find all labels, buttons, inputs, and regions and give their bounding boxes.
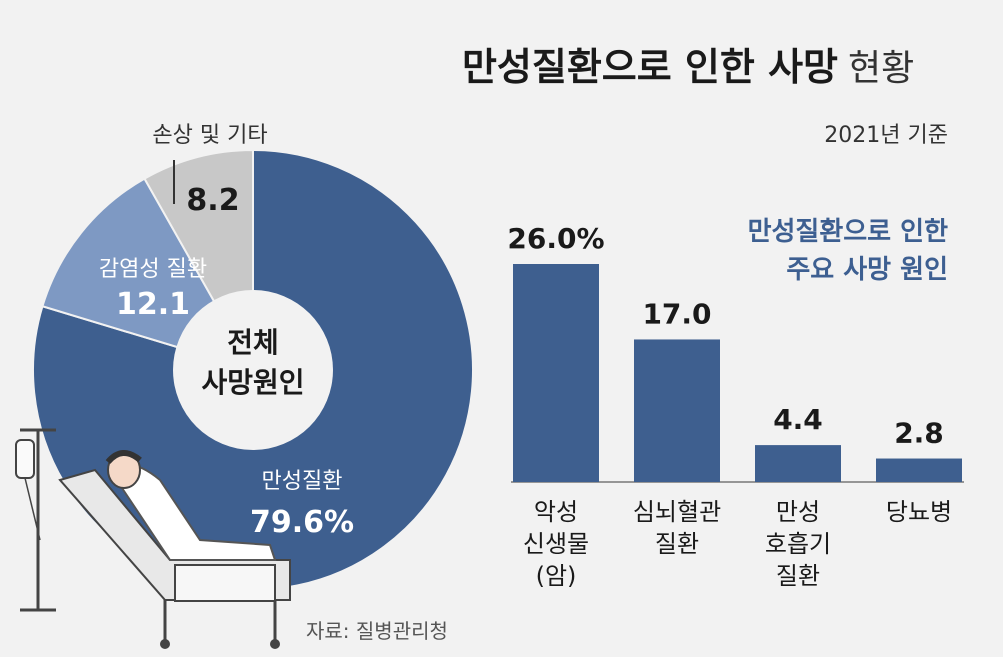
bar-chart-title-line-2: 주요 사망 원인	[786, 255, 948, 285]
bar-category-label-1-1: 질환	[655, 530, 699, 558]
page-title-suffix: 현황	[848, 48, 914, 89]
bar-value-label-1: 17.0	[642, 297, 711, 330]
hospital-bed-illustration	[15, 428, 291, 649]
reference-date: 2021년 기준	[824, 123, 948, 148]
pie-center-line-1: 전체	[227, 326, 279, 359]
source-note: 자료: 질병관리청	[306, 619, 448, 643]
bar-category-label-1-0: 심뇌혈관	[633, 498, 721, 526]
bar-value-label-3: 2.8	[894, 417, 944, 450]
bar-chart-title-line-1: 만성질환으로 인한	[748, 217, 948, 247]
bar-value-label-0: 26.0%	[507, 222, 604, 255]
bar-value-label-2: 4.4	[773, 403, 823, 436]
bar-3	[876, 458, 962, 482]
bar-category-label-0-2: (암)	[536, 562, 577, 590]
slice-label-other: 손상 및 기타	[152, 123, 267, 148]
bar-0	[513, 264, 599, 482]
bar-category-label-2-2: 질환	[776, 562, 820, 590]
bar-category-label-0-1: 신생물	[523, 530, 589, 558]
slice-value-infectious: 12.1	[116, 287, 190, 322]
bar-category-label-2-1: 호흡기	[765, 530, 831, 558]
slice-value-chronic: 79.6%	[250, 505, 354, 540]
bar-category-label-3-0: 당뇨병	[886, 498, 952, 526]
bar-1	[634, 339, 720, 482]
pie-center-hole	[173, 290, 333, 450]
pie-center-line-2: 사망원인	[201, 366, 304, 399]
page-title: 만성질환으로 인한 사망	[462, 45, 838, 89]
slice-label-infectious: 감염성 질환	[99, 257, 207, 282]
slice-label-chronic: 만성질환	[262, 469, 343, 494]
bar-2	[755, 445, 841, 482]
slice-value-other: 8.2	[186, 183, 239, 218]
bar-category-label-2-0: 만성	[776, 498, 820, 526]
bar-category-label-0-0: 악성	[534, 498, 578, 526]
